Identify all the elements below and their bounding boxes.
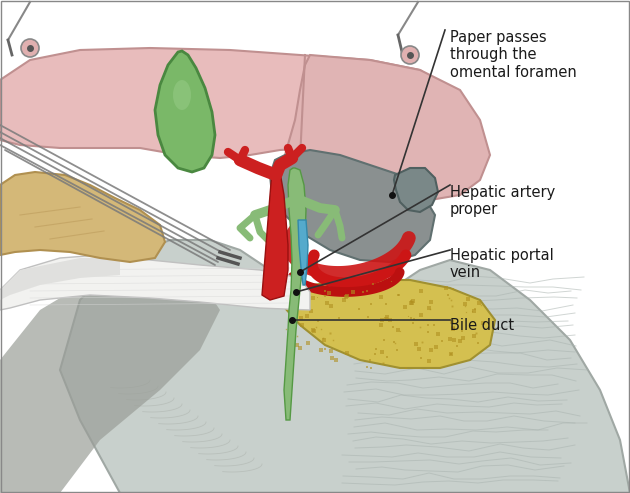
Polygon shape [270, 150, 435, 262]
Polygon shape [0, 172, 165, 262]
Text: Hepatic portal
vein: Hepatic portal vein [450, 248, 554, 281]
Polygon shape [262, 172, 288, 300]
Polygon shape [0, 258, 120, 300]
Text: Paper passes
through the
omental foramen: Paper passes through the omental foramen [450, 30, 576, 80]
Polygon shape [0, 270, 220, 493]
Ellipse shape [173, 80, 191, 110]
Polygon shape [284, 168, 306, 420]
Text: Bile duct: Bile duct [450, 318, 514, 333]
Polygon shape [298, 220, 308, 285]
Polygon shape [285, 280, 495, 368]
Polygon shape [394, 168, 438, 212]
Circle shape [21, 39, 39, 57]
Polygon shape [0, 48, 460, 162]
Circle shape [401, 46, 419, 64]
Polygon shape [60, 240, 630, 493]
Polygon shape [0, 255, 310, 310]
Polygon shape [155, 51, 215, 172]
Polygon shape [285, 55, 490, 200]
Text: Hepatic artery
proper: Hepatic artery proper [450, 185, 555, 217]
